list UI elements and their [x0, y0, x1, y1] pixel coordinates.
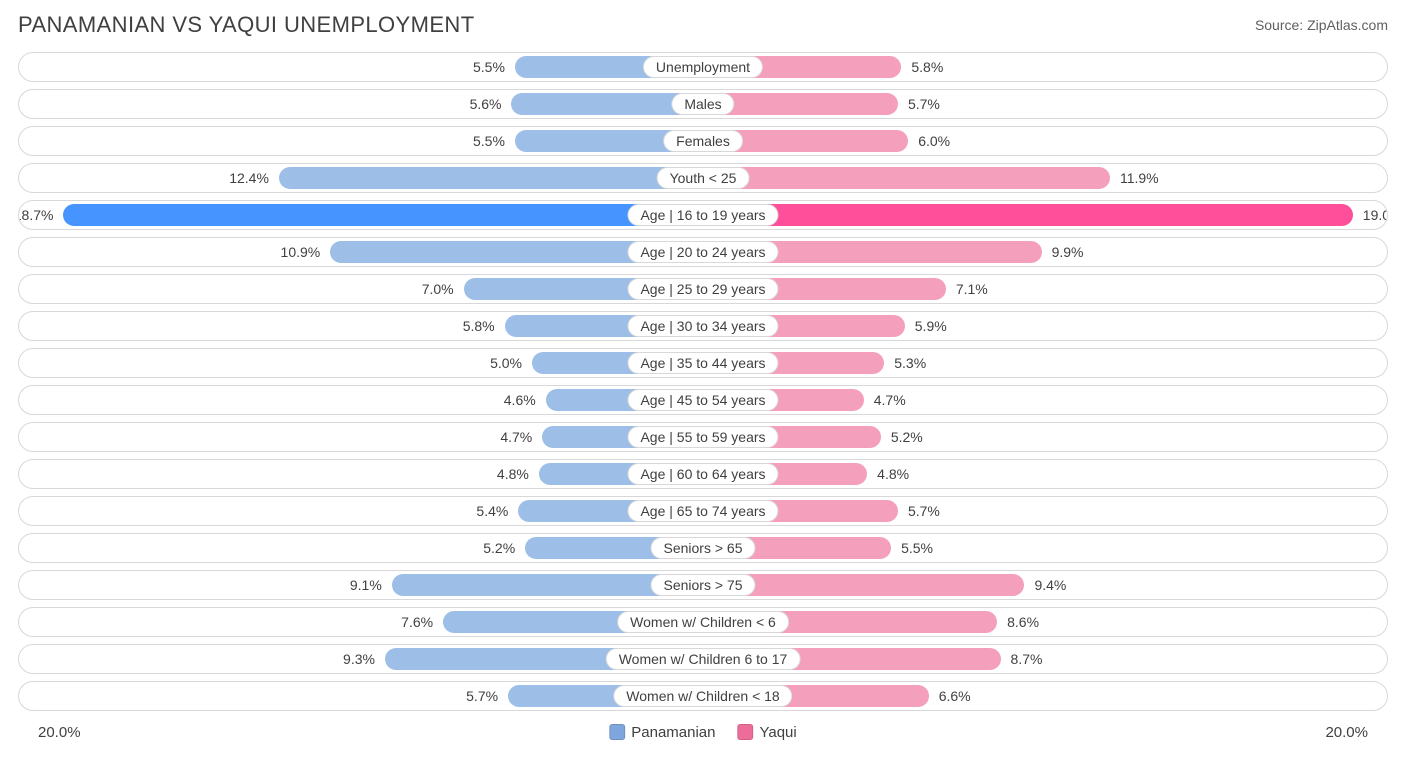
category-label: Age | 55 to 59 years	[627, 426, 778, 448]
chart-row: 18.7% 19.0% Age | 16 to 19 years	[18, 200, 1388, 230]
chart-row: 5.2% 5.5% Seniors > 65	[18, 533, 1388, 563]
chart-row: 5.5% 5.8% Unemployment	[18, 52, 1388, 82]
source-link[interactable]: ZipAtlas.com	[1307, 17, 1388, 33]
value-label-left: 5.4%	[470, 497, 514, 525]
value-label-right: 5.8%	[905, 53, 949, 81]
value-label-left: 5.7%	[460, 682, 504, 710]
axis-left-label: 20.0%	[18, 724, 81, 741]
value-label-right: 5.2%	[885, 423, 929, 451]
category-label: Unemployment	[643, 56, 763, 78]
chart-row: 5.4% 5.7% Age | 65 to 74 years	[18, 496, 1388, 526]
value-label-left: 9.1%	[344, 571, 388, 599]
value-label-right: 4.8%	[871, 460, 915, 488]
chart-row: 5.6% 5.7% Males	[18, 89, 1388, 119]
value-label-left: 5.0%	[484, 349, 528, 377]
legend-item-yaqui: Yaqui	[737, 724, 796, 741]
value-label-right: 5.7%	[902, 497, 946, 525]
value-label-right: 19.0%	[1357, 201, 1388, 229]
value-label-right: 4.7%	[868, 386, 912, 414]
value-label-right: 5.5%	[895, 534, 939, 562]
bar-right	[703, 167, 1110, 189]
chart-row: 7.0% 7.1% Age | 25 to 29 years	[18, 274, 1388, 304]
chart-row: 10.9% 9.9% Age | 20 to 24 years	[18, 237, 1388, 267]
value-label-right: 5.3%	[888, 349, 932, 377]
category-label: Age | 35 to 44 years	[627, 352, 778, 374]
value-label-right: 6.6%	[933, 682, 977, 710]
value-label-right: 6.0%	[912, 127, 956, 155]
value-label-right: 9.9%	[1046, 238, 1090, 266]
category-label: Age | 60 to 64 years	[627, 463, 778, 485]
chart-title: PANAMANIAN VS YAQUI UNEMPLOYMENT	[18, 12, 475, 38]
value-label-right: 9.4%	[1028, 571, 1072, 599]
value-label-left: 4.8%	[491, 460, 535, 488]
category-label: Women w/ Children < 6	[617, 611, 789, 633]
chart-footer: 20.0% Panamanian Yaqui 20.0%	[18, 718, 1388, 742]
bar-left	[63, 204, 703, 226]
category-label: Age | 16 to 19 years	[627, 204, 778, 226]
diverging-bar-chart: 5.5% 5.8% Unemployment 5.6% 5.7% Males 5.5% 6.0…	[18, 52, 1388, 711]
chart-row: 5.7% 6.6% Women w/ Children < 18	[18, 681, 1388, 711]
chart-row: 9.3% 8.7% Women w/ Children 6 to 17	[18, 644, 1388, 674]
category-label: Males	[671, 93, 734, 115]
category-label: Age | 45 to 54 years	[627, 389, 778, 411]
value-label-left: 5.8%	[457, 312, 501, 340]
legend-label-panamanian: Panamanian	[631, 724, 715, 741]
value-label-right: 7.1%	[950, 275, 994, 303]
chart-row: 12.4% 11.9% Youth < 25	[18, 163, 1388, 193]
category-label: Seniors > 75	[651, 574, 756, 596]
value-label-left: 4.7%	[494, 423, 538, 451]
chart-legend: Panamanian Yaqui	[609, 724, 797, 741]
legend-label-yaqui: Yaqui	[759, 724, 796, 741]
category-label: Age | 20 to 24 years	[627, 241, 778, 263]
source-prefix: Source:	[1255, 17, 1307, 33]
chart-source: Source: ZipAtlas.com	[1255, 17, 1388, 33]
value-label-left: 18.7%	[18, 201, 59, 229]
value-label-right: 8.6%	[1001, 608, 1045, 636]
chart-row: 4.7% 5.2% Age | 55 to 59 years	[18, 422, 1388, 452]
value-label-left: 5.5%	[467, 53, 511, 81]
value-label-right: 5.9%	[909, 312, 953, 340]
legend-item-panamanian: Panamanian	[609, 724, 715, 741]
chart-row: 5.8% 5.9% Age | 30 to 34 years	[18, 311, 1388, 341]
value-label-left: 7.0%	[416, 275, 460, 303]
value-label-left: 5.6%	[464, 90, 508, 118]
chart-header: PANAMANIAN VS YAQUI UNEMPLOYMENT Source:…	[18, 12, 1388, 38]
value-label-left: 5.2%	[477, 534, 521, 562]
value-label-left: 4.6%	[498, 386, 542, 414]
category-label: Seniors > 65	[651, 537, 756, 559]
value-label-left: 9.3%	[337, 645, 381, 673]
chart-row: 7.6% 8.6% Women w/ Children < 6	[18, 607, 1388, 637]
value-label-left: 5.5%	[467, 127, 511, 155]
chart-row: 5.5% 6.0% Females	[18, 126, 1388, 156]
value-label-left: 7.6%	[395, 608, 439, 636]
bar-left	[279, 167, 703, 189]
axis-right-label: 20.0%	[1325, 724, 1388, 741]
chart-row: 4.6% 4.7% Age | 45 to 54 years	[18, 385, 1388, 415]
bar-right	[703, 204, 1353, 226]
category-label: Women w/ Children 6 to 17	[606, 648, 801, 670]
category-label: Women w/ Children < 18	[613, 685, 792, 707]
category-label: Age | 25 to 29 years	[627, 278, 778, 300]
category-label: Age | 30 to 34 years	[627, 315, 778, 337]
value-label-right: 5.7%	[902, 90, 946, 118]
chart-row: 5.0% 5.3% Age | 35 to 44 years	[18, 348, 1388, 378]
chart-row: 4.8% 4.8% Age | 60 to 64 years	[18, 459, 1388, 489]
value-label-right: 8.7%	[1005, 645, 1049, 673]
value-label-right: 11.9%	[1114, 164, 1165, 192]
category-label: Females	[663, 130, 743, 152]
value-label-left: 12.4%	[223, 164, 275, 192]
chart-row: 9.1% 9.4% Seniors > 75	[18, 570, 1388, 600]
category-label: Youth < 25	[657, 167, 750, 189]
value-label-left: 10.9%	[275, 238, 327, 266]
legend-swatch-yaqui	[737, 724, 753, 740]
category-label: Age | 65 to 74 years	[627, 500, 778, 522]
legend-swatch-panamanian	[609, 724, 625, 740]
